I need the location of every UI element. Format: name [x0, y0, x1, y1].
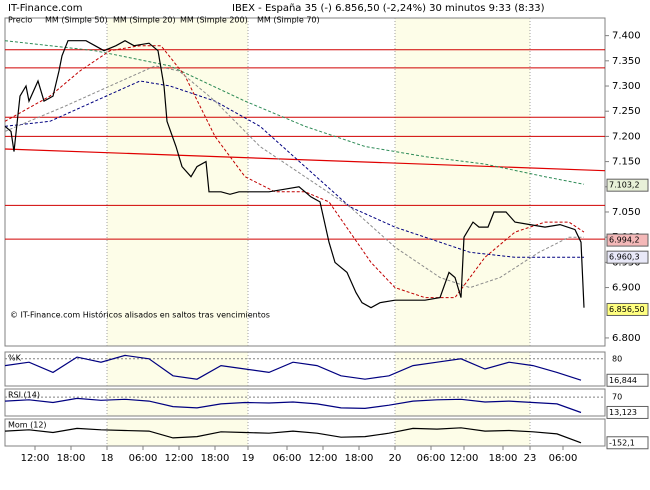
x-tick-label: 06:00	[129, 453, 158, 464]
day-shade	[395, 352, 530, 386]
price-label: 16,844	[609, 376, 637, 385]
x-tick-label: 19	[242, 453, 255, 464]
price-label-box	[606, 178, 649, 192]
price-label-box	[606, 405, 649, 419]
day-shade	[395, 18, 530, 346]
legend-entry: MM (Simple 50)	[45, 16, 108, 25]
price-label-box	[606, 233, 649, 247]
series-line	[4, 80, 584, 258]
y-tick-label: 7.350	[612, 56, 641, 67]
price-label-box	[606, 250, 649, 264]
series-line	[4, 427, 582, 444]
x-tick-label: 18	[101, 453, 114, 464]
price-label-box	[606, 373, 649, 387]
legend-entry: MM (Simple 20)	[113, 16, 176, 25]
y-tick-label: 7.400	[612, 31, 641, 42]
series-line	[4, 354, 582, 381]
x-tick-label: 12:00	[450, 453, 479, 464]
series-line	[4, 45, 585, 299]
x-tick-label: 06:00	[549, 453, 578, 464]
day-shade	[107, 389, 248, 416]
x-tick-label: 12:00	[21, 453, 50, 464]
x-tick-label: 18:00	[345, 453, 374, 464]
legend-entry: MM (Simple 70)	[257, 16, 320, 25]
panel-title: RSI (14)	[8, 391, 40, 400]
series-line	[4, 397, 582, 414]
price-label: 7.103,2	[609, 181, 640, 190]
price-label: 13,123	[609, 408, 637, 417]
x-tick-label: 18:00	[489, 453, 518, 464]
x-tick-label: 06:00	[273, 453, 302, 464]
day-shade	[107, 352, 248, 386]
x-tick-label: 18:00	[57, 453, 86, 464]
y-tick-label: 6.800	[612, 333, 641, 344]
day-shade	[395, 419, 530, 446]
panel-title: %K	[8, 354, 22, 363]
x-tick-label: 06:00	[417, 453, 446, 464]
y-tick-label: 70	[612, 393, 622, 402]
source-note: © IT-Finance.com Históricos alisados en …	[10, 310, 270, 320]
price-label: 6.856,50	[609, 305, 645, 314]
legend-entry: Precio	[8, 16, 32, 25]
y-tick-label: 7.150	[612, 157, 641, 168]
x-tick-label: 18:00	[201, 453, 230, 464]
day-shade	[107, 18, 248, 346]
series-line	[4, 65, 584, 289]
y-tick-label: 6.900	[612, 283, 641, 294]
x-tick-label: 12:00	[309, 453, 338, 464]
y-tick-label: 80	[612, 354, 622, 363]
y-tick-label: 7.050	[612, 207, 641, 218]
price-label-box	[606, 302, 649, 316]
price-label: 6.960,3	[609, 253, 640, 262]
chart-title: IBEX - España 35 (-) 6.856,50 (-2,24%) 3…	[232, 3, 545, 14]
price-label: -152,1	[609, 438, 635, 447]
series-line	[4, 40, 585, 309]
price-label: 6.994,2	[609, 236, 640, 245]
y-tick-label: 7.200	[612, 131, 641, 142]
y-tick-label: 7.300	[612, 81, 641, 92]
panel-title: Mom (12)	[8, 421, 47, 430]
x-tick-label: 20	[389, 453, 402, 464]
price-label-box	[606, 436, 649, 450]
day-shade	[395, 389, 530, 416]
trend-line	[4, 148, 606, 172]
series-line	[4, 40, 585, 185]
x-tick-label: 23	[524, 453, 537, 464]
y-tick-label: 7.250	[612, 106, 641, 117]
legend-entry: MM (Simple 200)	[180, 16, 248, 25]
x-tick-label: 12:00	[165, 453, 194, 464]
brand: IT-Finance.com	[8, 3, 83, 14]
